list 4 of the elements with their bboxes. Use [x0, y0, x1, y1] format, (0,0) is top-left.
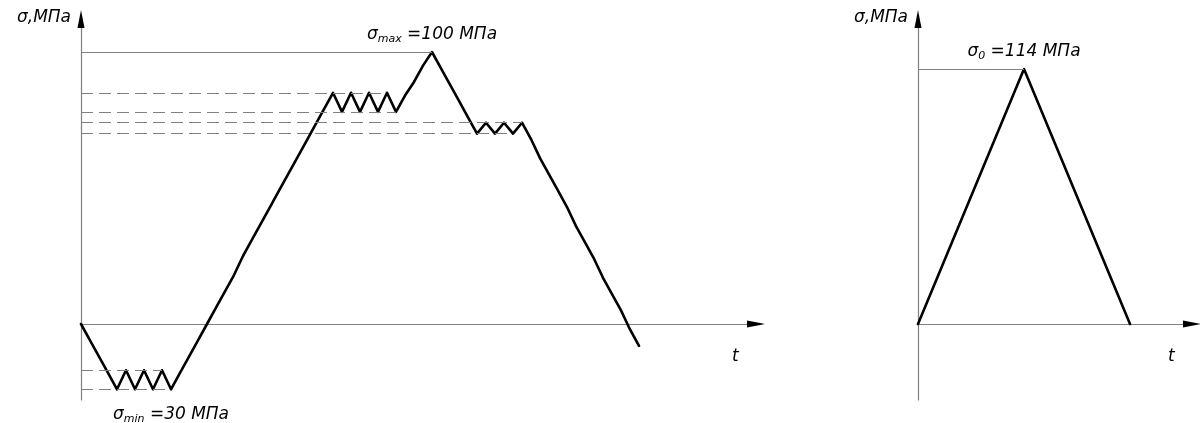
x-axis-title: t	[1168, 344, 1176, 365]
y-axis-title: σ,МПа	[853, 5, 908, 26]
x-axis-title: t	[732, 344, 740, 365]
y-axis-title: σ,МПа	[16, 5, 71, 26]
